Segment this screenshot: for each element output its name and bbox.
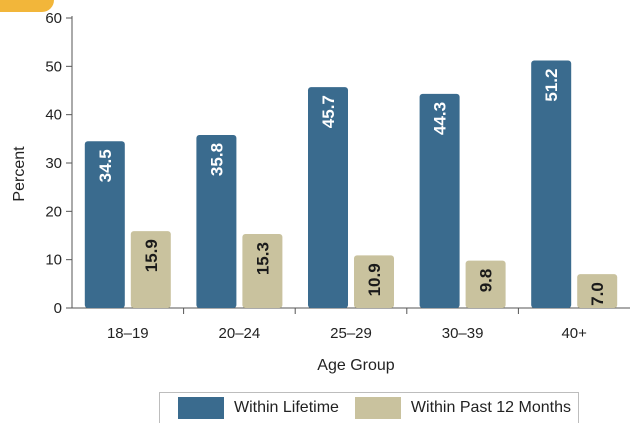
bar-within-lifetime (84, 141, 125, 308)
x-tick-label: 40+ (561, 325, 587, 342)
bar-within-past-12-months (465, 260, 506, 308)
bar-value-label: 15.9 (142, 239, 161, 272)
bar-within-past-12-months (354, 255, 394, 308)
bar-within-lifetime (419, 93, 460, 308)
bar-within-past-12-months (130, 231, 171, 308)
legend-swatch-past-12-months (354, 397, 401, 419)
y-tick-label: 20 (45, 203, 62, 220)
chart-data-labels: 34.5 35.8 45.7 44.3 51.2 15.9 15.3 10.9 9.8 7.0 (96, 69, 607, 306)
bar-value-label: 7.0 (588, 282, 607, 306)
y-tick-label: 0 (54, 300, 62, 317)
bar-within-lifetime (196, 134, 237, 308)
x-axis-title: Age Group (317, 357, 394, 374)
bar-value-label: 45.7 (319, 95, 338, 128)
x-tick-label: 30–39 (442, 325, 484, 342)
bar-value-label: 35.8 (207, 143, 226, 176)
chart-bars (84, 60, 618, 309)
y-axis-title: Percent (11, 146, 28, 202)
legend-swatch-lifetime (178, 397, 224, 419)
chart-axes: 0 10 20 30 40 50 60 18–19 20–24 25–29 30–39 40+ (45, 10, 630, 342)
bar-value-label: 15.3 (253, 242, 272, 275)
bar-within-lifetime (531, 60, 572, 309)
legend-item-past-12-months: Within Past 12 Months (354, 397, 571, 419)
y-tick-label: 30 (45, 155, 62, 172)
y-tick-label: 10 (45, 252, 62, 269)
x-tick-label: 25–29 (330, 325, 372, 342)
legend-item-lifetime: Within Lifetime (178, 397, 339, 419)
bar-value-label: 34.5 (96, 149, 115, 182)
chart-legend: Within Lifetime Within Past 12 Months (159, 392, 579, 423)
bar-chart: 0 10 20 30 40 50 60 18–19 20–24 25–29 30–39 40+ 34.… (11, 10, 630, 374)
corner-accent (0, 0, 54, 12)
bar-within-lifetime (308, 87, 348, 308)
bar-value-label: 51.2 (542, 69, 561, 102)
bar-within-past-12-months (242, 234, 283, 308)
bar-within-past-12-months (577, 274, 618, 308)
y-tick-label: 40 (45, 107, 62, 124)
x-tick-label: 20–24 (219, 325, 261, 342)
bar-value-label: 44.3 (431, 102, 450, 135)
bar-value-label: 9.8 (477, 269, 496, 293)
legend-label-past-12-months: Within Past 12 Months (410, 399, 571, 416)
y-tick-label: 50 (45, 58, 62, 75)
legend-label-lifetime: Within Lifetime (234, 399, 339, 416)
y-tick-label: 60 (45, 10, 62, 27)
x-tick-label: 18–19 (107, 325, 149, 342)
bar-value-label: 10.9 (365, 263, 384, 296)
